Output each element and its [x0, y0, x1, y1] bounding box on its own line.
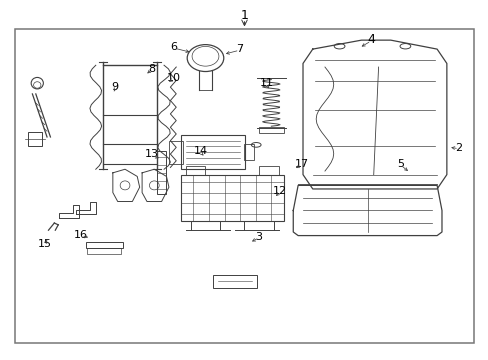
Bar [157, 151, 165, 194]
Text: 12: 12 [272, 186, 286, 197]
Text: 16: 16 [74, 230, 88, 239]
Text: 5: 5 [396, 159, 403, 169]
Bar [259, 127, 283, 134]
Text: 4: 4 [366, 33, 374, 46]
Bar [87, 248, 121, 253]
Text: 14: 14 [193, 146, 207, 156]
Bar [86, 242, 122, 248]
Text: 11: 11 [259, 78, 273, 88]
Bar [15, 30, 473, 343]
Bar [168, 140, 182, 164]
Text: 10: 10 [166, 73, 181, 83]
Text: 2: 2 [454, 143, 462, 153]
Text: 3: 3 [255, 232, 262, 242]
Text: 17: 17 [294, 159, 308, 169]
Bar [244, 144, 254, 160]
Text: 1: 1 [240, 9, 248, 22]
Bar [185, 166, 205, 175]
Text: 13: 13 [144, 149, 159, 159]
Bar [259, 166, 278, 175]
Text: 9: 9 [111, 82, 119, 93]
Bar [212, 275, 256, 288]
Text: 8: 8 [148, 64, 155, 74]
Text: 7: 7 [236, 44, 243, 54]
Bar [181, 175, 283, 221]
Text: 6: 6 [170, 42, 177, 52]
Text: 15: 15 [38, 239, 51, 249]
Bar [181, 135, 244, 169]
Bar [27, 132, 42, 146]
